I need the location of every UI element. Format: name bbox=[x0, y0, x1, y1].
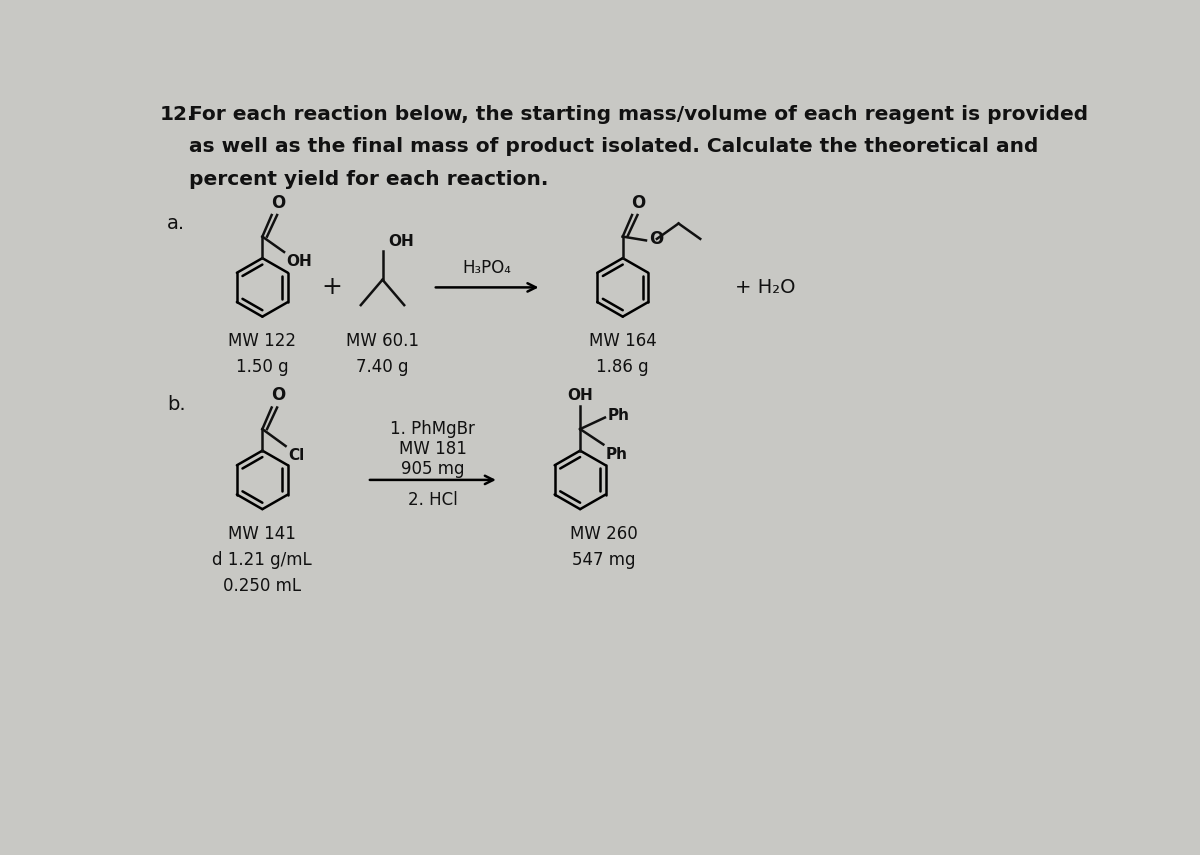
Text: as well as the final mass of product isolated. Calculate the theoretical and: as well as the final mass of product iso… bbox=[188, 138, 1038, 156]
Text: O: O bbox=[271, 194, 286, 212]
Text: OH: OH bbox=[287, 254, 312, 269]
Text: O: O bbox=[271, 386, 286, 404]
Text: H₃PO₄: H₃PO₄ bbox=[463, 258, 511, 277]
Text: 1.50 g: 1.50 g bbox=[236, 358, 289, 376]
Text: MW 141: MW 141 bbox=[228, 525, 296, 543]
Text: percent yield for each reaction.: percent yield for each reaction. bbox=[188, 169, 548, 189]
Text: O: O bbox=[649, 230, 664, 248]
Text: a.: a. bbox=[167, 215, 185, 233]
Text: MW 260: MW 260 bbox=[570, 525, 637, 543]
Text: MW 60.1: MW 60.1 bbox=[346, 332, 419, 350]
Text: OH: OH bbox=[568, 388, 593, 403]
Text: MW 122: MW 122 bbox=[228, 332, 296, 350]
Text: 547 mg: 547 mg bbox=[571, 551, 635, 569]
Text: For each reaction below, the starting mass/volume of each reagent is provided: For each reaction below, the starting ma… bbox=[188, 105, 1088, 124]
Text: 1. PhMgBr: 1. PhMgBr bbox=[390, 420, 475, 438]
Text: Ph: Ph bbox=[606, 447, 628, 462]
Text: 7.40 g: 7.40 g bbox=[356, 358, 409, 376]
Text: OH: OH bbox=[388, 234, 414, 249]
Text: + H₂O: + H₂O bbox=[736, 278, 796, 297]
Text: Ph: Ph bbox=[607, 409, 629, 423]
Text: 2. HCl: 2. HCl bbox=[408, 492, 457, 510]
Text: +: + bbox=[322, 275, 342, 299]
Text: 1.86 g: 1.86 g bbox=[596, 358, 649, 376]
Text: MW 181: MW 181 bbox=[398, 440, 467, 458]
Text: 0.250 mL: 0.250 mL bbox=[223, 577, 301, 595]
Text: Cl: Cl bbox=[288, 448, 305, 463]
Text: d 1.21 g/mL: d 1.21 g/mL bbox=[212, 551, 312, 569]
Text: 905 mg: 905 mg bbox=[401, 460, 464, 478]
Text: b.: b. bbox=[167, 395, 186, 414]
Text: 12.: 12. bbox=[160, 105, 194, 124]
Text: O: O bbox=[631, 194, 646, 212]
Text: MW 164: MW 164 bbox=[589, 332, 656, 350]
